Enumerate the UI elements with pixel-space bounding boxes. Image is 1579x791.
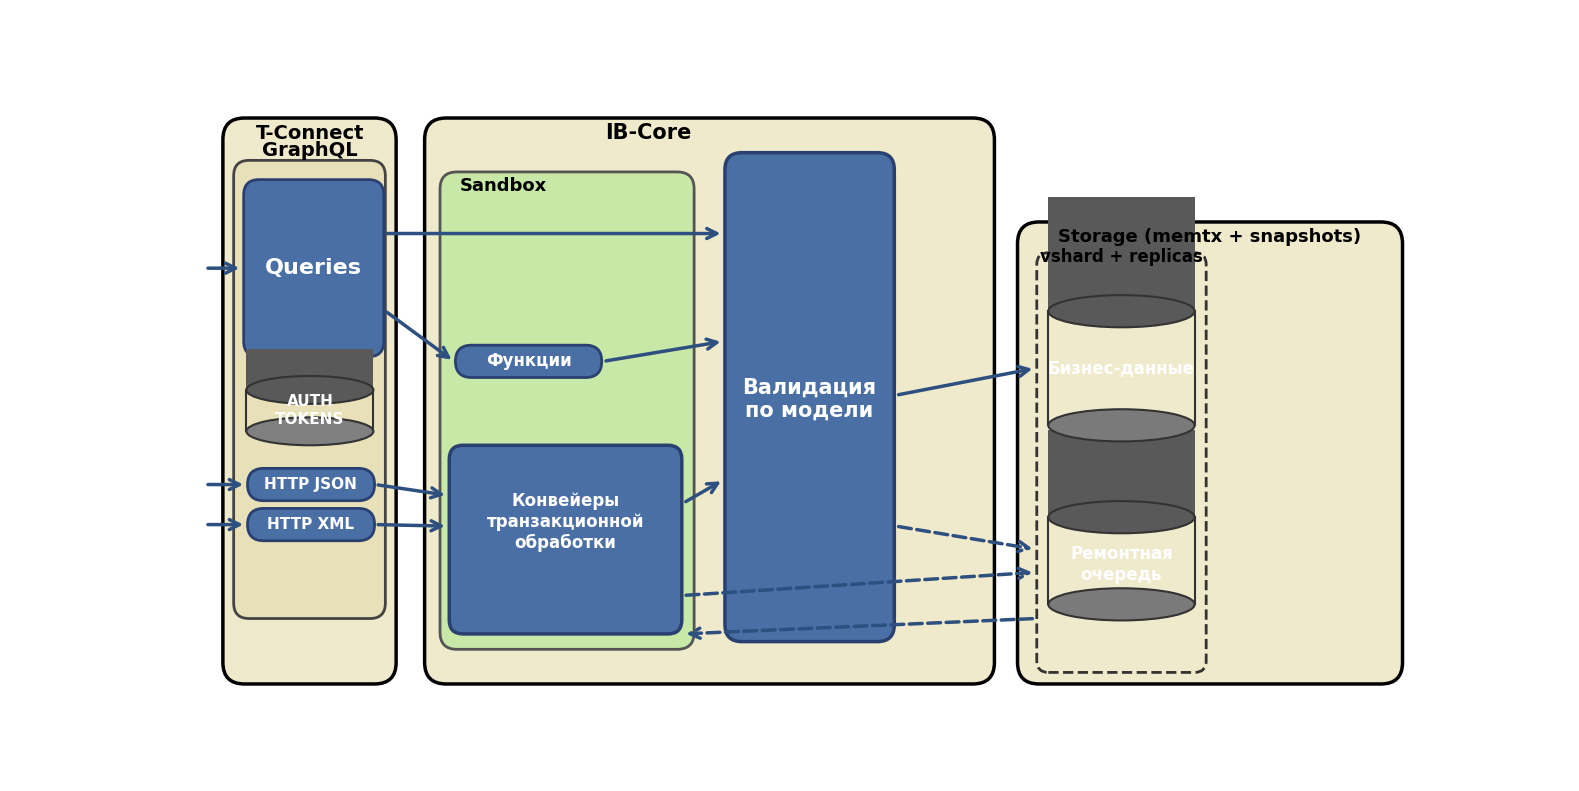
- Bar: [1048, 197, 1195, 311]
- Text: Валидация
по модели: Валидация по модели: [742, 377, 876, 421]
- Bar: [246, 349, 373, 390]
- FancyBboxPatch shape: [223, 118, 396, 684]
- Text: Sandbox: Sandbox: [459, 176, 546, 195]
- Ellipse shape: [1048, 501, 1195, 533]
- Text: IB-Core: IB-Core: [605, 123, 692, 143]
- Ellipse shape: [1048, 589, 1195, 620]
- Ellipse shape: [246, 418, 373, 445]
- Text: Ремонтная
очередь: Ремонтная очередь: [1071, 545, 1173, 584]
- Ellipse shape: [1048, 295, 1195, 327]
- Text: GraphQL: GraphQL: [262, 141, 358, 160]
- FancyBboxPatch shape: [725, 153, 894, 642]
- Ellipse shape: [246, 376, 373, 404]
- Text: vshard + replicas: vshard + replicas: [1041, 248, 1203, 266]
- FancyBboxPatch shape: [1017, 222, 1402, 684]
- FancyBboxPatch shape: [248, 468, 374, 501]
- Text: HTTP JSON: HTTP JSON: [264, 477, 357, 492]
- FancyBboxPatch shape: [425, 118, 995, 684]
- FancyBboxPatch shape: [243, 180, 384, 357]
- Text: Queries: Queries: [265, 258, 362, 278]
- Text: Storage (memtx + snapshots): Storage (memtx + snapshots): [1058, 229, 1361, 246]
- Text: HTTP XML: HTTP XML: [267, 517, 354, 532]
- Ellipse shape: [1048, 409, 1195, 441]
- FancyBboxPatch shape: [455, 345, 602, 377]
- Bar: [1048, 430, 1195, 517]
- FancyBboxPatch shape: [248, 509, 374, 541]
- FancyBboxPatch shape: [441, 172, 695, 649]
- Text: T-Connect: T-Connect: [256, 124, 365, 143]
- FancyBboxPatch shape: [234, 161, 385, 619]
- Text: Бизнес-данные: Бизнес-данные: [1048, 359, 1195, 377]
- Text: AUTH
TOKENS: AUTH TOKENS: [275, 395, 344, 427]
- FancyBboxPatch shape: [450, 445, 682, 634]
- Text: Функции: Функции: [486, 352, 572, 370]
- Text: Конвейеры
транзакционной
обработки: Конвейеры транзакционной обработки: [486, 492, 644, 552]
